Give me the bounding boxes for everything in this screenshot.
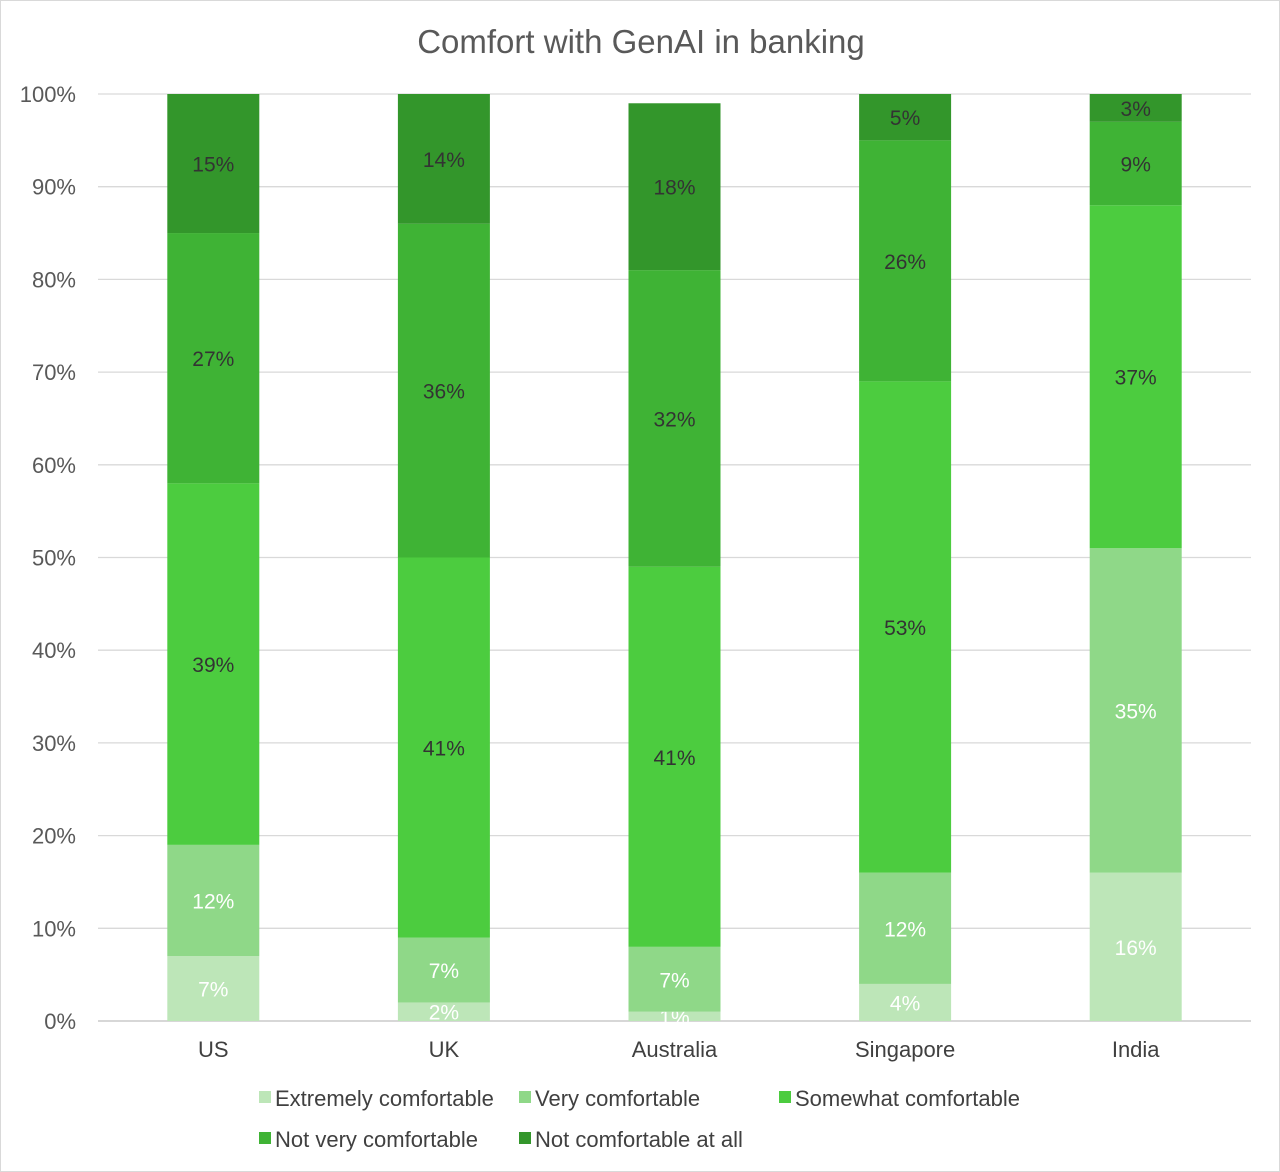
bar-segment bbox=[859, 872, 952, 984]
x-tick-label: India bbox=[1112, 1037, 1160, 1062]
x-tick-label: UK bbox=[429, 1037, 460, 1062]
y-tick-label: 60% bbox=[32, 453, 76, 478]
bar-stack-singapore: 4% 12% 53% 26% 5% bbox=[859, 94, 952, 1021]
legend-label: Extremely comfortable bbox=[275, 1086, 494, 1111]
bar-stack-australia: 1% 7% 41% 32% 18% bbox=[628, 103, 721, 1029]
legend-item: Extremely comfortable bbox=[259, 1086, 494, 1111]
legend-swatch bbox=[519, 1132, 531, 1144]
bar-segment bbox=[397, 557, 490, 938]
data-label: 39% bbox=[192, 654, 234, 677]
legend-label: Not very comfortable bbox=[275, 1127, 478, 1152]
bar-segment bbox=[397, 937, 490, 1003]
legend-item: Not comfortable at all bbox=[519, 1127, 743, 1152]
bar-segment bbox=[1089, 548, 1182, 873]
bar-segment bbox=[167, 94, 260, 234]
data-label: 5% bbox=[890, 107, 920, 130]
data-label: 35% bbox=[1115, 700, 1157, 723]
y-tick-label: 100% bbox=[20, 82, 76, 107]
bar-segment bbox=[628, 270, 721, 567]
data-label: 7% bbox=[198, 979, 228, 1002]
bar-segment bbox=[167, 233, 260, 484]
data-label: 41% bbox=[423, 738, 465, 761]
data-label: 14% bbox=[423, 149, 465, 172]
x-tick-label: Australia bbox=[632, 1037, 718, 1062]
legend-label: Not comfortable at all bbox=[535, 1127, 743, 1152]
data-label: 12% bbox=[192, 890, 234, 913]
bar-segment bbox=[167, 483, 260, 845]
data-label: 4% bbox=[890, 992, 920, 1015]
data-label: 12% bbox=[884, 918, 926, 941]
bar-segment bbox=[628, 946, 721, 1012]
y-tick-label: 10% bbox=[32, 916, 76, 941]
y-tick-label: 30% bbox=[32, 731, 76, 756]
bar-segment bbox=[167, 956, 260, 1021]
data-label: 1% bbox=[659, 1006, 689, 1029]
bar-segment bbox=[628, 103, 721, 271]
data-label: 7% bbox=[429, 960, 459, 983]
bar-segment bbox=[859, 140, 952, 382]
y-tick-label: 20% bbox=[32, 824, 76, 849]
bar-segment bbox=[1089, 121, 1182, 206]
y-tick-label: 90% bbox=[32, 175, 76, 200]
bar-stack-uk: 2% 7% 41% 36% 14% bbox=[397, 94, 490, 1025]
legend-label: Somewhat comfortable bbox=[795, 1086, 1020, 1111]
data-label: 15% bbox=[192, 154, 234, 177]
legend-swatch bbox=[259, 1132, 271, 1144]
bar-segment bbox=[859, 983, 952, 1021]
data-label: 3% bbox=[1121, 98, 1151, 121]
data-label: 26% bbox=[884, 251, 926, 274]
bar-segment bbox=[859, 381, 952, 873]
x-tick-label: US bbox=[198, 1037, 229, 1062]
data-label: 16% bbox=[1115, 937, 1157, 960]
data-label: 9% bbox=[1121, 154, 1151, 177]
x-tick-label: Singapore bbox=[855, 1037, 955, 1062]
bar-segment bbox=[167, 844, 260, 957]
bar-segment bbox=[397, 223, 490, 558]
bar-segment bbox=[628, 1011, 721, 1021]
y-tick-label: 0% bbox=[44, 1009, 76, 1034]
legend-item: Very comfortable bbox=[519, 1086, 700, 1111]
bar-segment bbox=[397, 94, 490, 224]
data-label: 37% bbox=[1115, 367, 1157, 390]
y-tick-label: 80% bbox=[32, 267, 76, 292]
data-label: 27% bbox=[192, 348, 234, 371]
bar-segment bbox=[1089, 205, 1182, 549]
legend-swatch bbox=[779, 1091, 791, 1103]
bar-stack-us: 7% 12% 39% 27% 15% bbox=[167, 94, 260, 1021]
legend-item: Somewhat comfortable bbox=[779, 1086, 1020, 1111]
data-label: 53% bbox=[884, 617, 926, 640]
y-tick-label: 70% bbox=[32, 360, 76, 385]
data-label: 18% bbox=[653, 177, 695, 200]
data-label: 41% bbox=[653, 747, 695, 770]
bar-segment bbox=[397, 1002, 490, 1021]
bar-segment bbox=[1089, 872, 1182, 1021]
x-axis: US UK Australia Singapore India bbox=[198, 1037, 1160, 1062]
bar-stack-india: 16% 35% 37% 9% 3% bbox=[1089, 94, 1182, 1021]
data-label: 2% bbox=[429, 1002, 459, 1025]
legend-label: Very comfortable bbox=[535, 1086, 700, 1111]
bars: 7% 12% 39% 27% 15% 2% 7% 41% 36% 14% 1% 7% 41% 32% 18%… bbox=[167, 94, 1182, 1029]
chart-title: Comfort with GenAI in banking bbox=[417, 23, 865, 60]
bar-segment bbox=[1089, 94, 1182, 122]
y-axis: 0% 10% 20% 30% 40% 50% 60% 70% 80% 90% 100% bbox=[20, 82, 76, 1034]
bar-segment bbox=[859, 94, 952, 141]
data-label: 36% bbox=[423, 381, 465, 404]
bar-segment bbox=[628, 566, 721, 947]
legend-swatch bbox=[519, 1091, 531, 1103]
y-tick-label: 40% bbox=[32, 638, 76, 663]
legend: Extremely comfortable Very comfortable Som… bbox=[259, 1086, 1020, 1152]
data-label: 7% bbox=[659, 969, 689, 992]
data-label: 32% bbox=[653, 408, 695, 431]
y-tick-label: 50% bbox=[32, 546, 76, 571]
legend-swatch bbox=[259, 1091, 271, 1103]
legend-item: Not very comfortable bbox=[259, 1127, 478, 1152]
